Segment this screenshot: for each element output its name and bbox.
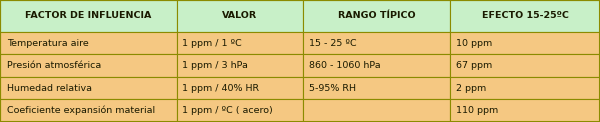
Bar [0, 54, 177, 77]
Text: FACTOR DE INFLUENCIA: FACTOR DE INFLUENCIA [25, 11, 152, 20]
Text: RANGO TÍPICO: RANGO TÍPICO [338, 11, 415, 20]
Bar [177, 54, 303, 77]
Bar [450, 77, 600, 100]
Bar [450, 32, 600, 54]
Text: 860 - 1060 hPa: 860 - 1060 hPa [309, 61, 380, 70]
Bar [177, 32, 303, 54]
Text: Temperatura aire: Temperatura aire [7, 39, 89, 48]
Bar [0, 0, 177, 32]
Bar [0, 100, 177, 122]
Text: 67 ppm: 67 ppm [456, 61, 492, 70]
Text: 1 ppm / 1 ºC: 1 ppm / 1 ºC [182, 39, 242, 48]
Bar [303, 54, 450, 77]
Bar [303, 32, 450, 54]
Bar [450, 100, 600, 122]
Bar [177, 77, 303, 100]
Text: Coeficiente expansión material: Coeficiente expansión material [7, 106, 155, 116]
Text: EFECTO 15-25ºC: EFECTO 15-25ºC [482, 11, 568, 20]
Bar [450, 0, 600, 32]
Text: Presión atmosférica: Presión atmosférica [7, 61, 101, 70]
Text: 1 ppm / 40% HR: 1 ppm / 40% HR [182, 84, 259, 93]
Bar [303, 100, 450, 122]
Text: 1 ppm / ºC ( acero): 1 ppm / ºC ( acero) [182, 106, 273, 115]
Bar [177, 0, 303, 32]
Text: 10 ppm: 10 ppm [456, 39, 492, 48]
Text: 1 ppm / 3 hPa: 1 ppm / 3 hPa [182, 61, 248, 70]
Bar [303, 77, 450, 100]
Text: 15 - 25 ºC: 15 - 25 ºC [309, 39, 356, 48]
Bar [450, 54, 600, 77]
Bar [0, 77, 177, 100]
Text: Humedad relativa: Humedad relativa [7, 84, 92, 93]
Text: VALOR: VALOR [223, 11, 257, 20]
Bar [0, 32, 177, 54]
Text: 5-95% RH: 5-95% RH [309, 84, 356, 93]
Text: 2 ppm: 2 ppm [456, 84, 486, 93]
Text: 110 ppm: 110 ppm [456, 106, 498, 115]
Bar [303, 0, 450, 32]
Bar [177, 100, 303, 122]
